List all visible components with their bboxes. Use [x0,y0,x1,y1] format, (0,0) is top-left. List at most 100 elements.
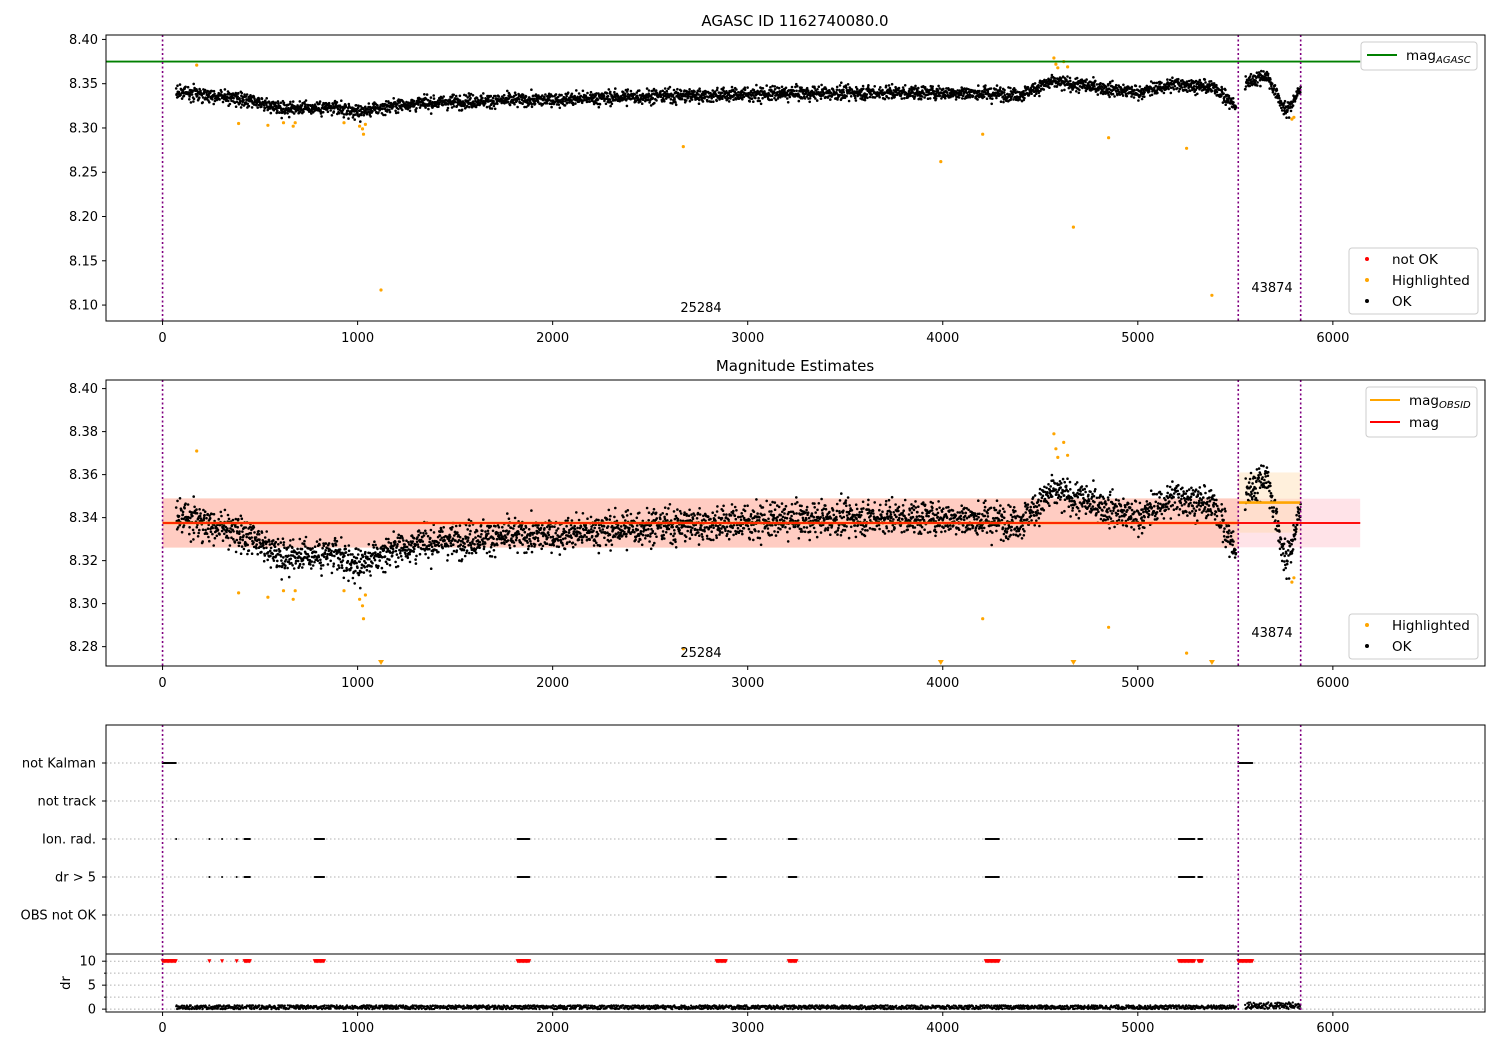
ok-point [566,519,569,522]
ok-point [564,537,567,540]
ok-point [244,95,248,98]
ok-point [667,95,671,99]
ok-point [1227,96,1231,100]
ok-point [233,541,237,544]
ok-point [945,91,949,94]
ok-point [717,91,721,94]
ok-point [1249,78,1252,82]
ok-point [668,85,672,89]
ok-point [239,106,243,109]
ok-point [330,549,333,553]
ok-point [354,569,357,573]
ok-point [449,541,453,545]
ok-point [344,105,348,109]
ok-point [815,99,819,102]
ok-point [221,539,225,542]
ok-point [320,111,323,114]
ok-point [294,562,298,565]
ok-point [1299,90,1302,94]
ok-point [565,524,568,528]
ok-point [1149,80,1153,83]
ok-point [566,541,569,544]
ok-point [437,105,440,108]
ok-point [949,95,952,99]
ok-point [373,540,376,543]
ok-point [1244,75,1247,78]
ok-point [394,540,397,544]
ok-point [467,543,470,547]
ok-point [366,555,369,559]
ok-point [513,516,517,520]
ok-point [971,94,975,98]
ok-point [386,547,390,551]
ok-point [234,105,238,108]
ok-point [641,92,645,96]
y-tick-label: 8.40 [69,33,98,48]
ok-point [888,86,892,90]
ok-point [342,116,346,119]
ok-point [1282,104,1285,107]
ok-point [421,540,425,543]
ok-point [300,104,304,107]
ok-point [519,541,523,544]
ok-point [1011,93,1015,96]
ok-point [554,531,557,535]
ok-point [296,547,299,551]
ok-point [292,112,296,115]
ok-point [1220,94,1223,98]
ok-point [1003,88,1006,92]
ok-point [983,86,987,90]
ok-point [450,106,454,109]
ok-point [182,524,186,527]
ok-point [1093,84,1096,88]
ok-point [688,88,691,91]
ok-point [547,519,551,522]
ok-point [504,536,508,539]
ok-point [698,87,701,90]
ok-point [917,86,920,90]
ok-point [368,551,372,555]
ok-point [374,551,377,554]
ok-point [446,108,449,112]
ok-point [881,88,884,92]
ok-point [336,568,339,571]
ok-point [847,99,851,103]
ok-point [1248,75,1252,78]
ok-point [1199,81,1203,85]
ok-point [272,555,275,559]
ok-point [582,528,586,532]
ok-point [231,518,235,522]
ok-point [268,540,271,543]
ok-point [274,101,278,104]
ok-point [320,574,323,577]
ok-point [447,103,450,106]
ok-point [644,96,648,99]
ok-point [242,534,245,537]
ok-point [464,523,468,527]
ok-point [809,92,812,96]
ok-point [1185,80,1189,83]
ok-point [671,93,675,97]
ok-point [394,549,398,553]
ok-point [1055,85,1059,88]
ok-point [466,96,470,99]
ok-point [701,100,705,103]
ok-point [579,95,583,98]
ok-point [427,107,430,111]
ok-point [227,548,230,551]
ok-point [246,543,249,547]
ok-point [213,92,216,96]
ok-point [303,539,306,543]
ok-point [238,532,241,535]
ok-point [507,530,511,533]
ok-point [517,525,521,528]
ok-point [496,531,500,535]
ok-point [711,89,714,92]
ok-point [282,543,285,547]
ok-point [283,546,286,549]
ok-point [741,98,744,101]
ok-point [748,100,752,103]
ok-point [442,526,446,529]
ok-point [589,515,593,519]
ok-point [276,537,280,541]
